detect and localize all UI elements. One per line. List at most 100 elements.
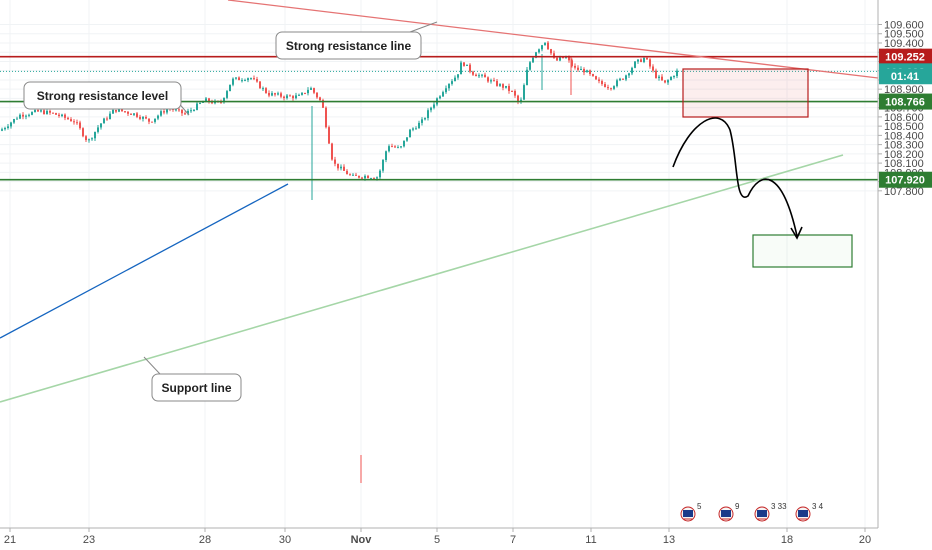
projected-path-arrowhead — [790, 226, 803, 240]
candle-body — [472, 71, 474, 75]
candle-body — [157, 115, 159, 119]
x-tick-label: 5 — [434, 534, 440, 546]
candle-body — [619, 78, 621, 81]
candle-body — [181, 109, 183, 114]
candle-body — [607, 87, 609, 89]
candle-body — [388, 146, 390, 152]
event-marker[interactable]: 3 4 — [795, 502, 824, 522]
candle-body — [88, 139, 90, 141]
candle-body — [670, 76, 672, 81]
y-tick-label: 107.800 — [884, 186, 924, 198]
candle-body — [412, 128, 414, 130]
candle-body — [403, 140, 405, 147]
candle-body — [457, 74, 459, 78]
candle-body — [19, 114, 21, 119]
candle-body — [22, 114, 24, 117]
candle-body — [235, 77, 237, 79]
candle-body — [415, 128, 417, 130]
candle-body — [46, 110, 48, 115]
candle-body — [316, 92, 318, 98]
candle-body — [274, 93, 276, 95]
candle-body — [28, 114, 30, 116]
candle-body — [382, 159, 384, 171]
resistance-target-box[interactable] — [682, 68, 809, 118]
price-badge-label: 108.766 — [885, 97, 925, 109]
candle-body — [580, 69, 582, 71]
candle-body — [529, 62, 531, 70]
candle-body — [397, 147, 399, 149]
candle-body — [520, 99, 522, 102]
candle-body — [142, 116, 144, 119]
candle-body — [136, 113, 138, 117]
candle-body — [340, 166, 342, 169]
candle-body — [358, 175, 360, 178]
candle-body — [322, 100, 324, 108]
candle-body — [253, 78, 255, 80]
candle-body — [514, 90, 516, 96]
candle-body — [112, 109, 114, 114]
event-count: 3 33 — [771, 502, 787, 511]
candle-body — [370, 178, 372, 180]
event-marker[interactable]: 9 — [718, 502, 740, 522]
candle-body — [565, 57, 567, 59]
candle-body — [31, 112, 33, 115]
candle-body — [55, 113, 57, 115]
candle-body — [652, 66, 654, 71]
candle-body — [349, 174, 351, 176]
annotation-callouts[interactable]: Strong resistance line Strong resistance … — [23, 21, 438, 402]
candle-body — [532, 57, 534, 63]
candle-body — [178, 109, 180, 111]
y-tick-label: 108.100 — [884, 158, 924, 170]
candle-body — [361, 177, 363, 179]
candle-body — [262, 88, 264, 90]
x-tick-label: 21 — [4, 534, 16, 546]
annotation-callout[interactable]: Strong resistance level — [23, 81, 190, 116]
candle-body — [553, 53, 555, 58]
candle-body — [286, 95, 288, 99]
candle-body — [205, 98, 207, 102]
support-target-box[interactable] — [752, 234, 853, 268]
candle-body — [229, 84, 231, 92]
price-badge-label: 01:41 — [891, 71, 919, 83]
candle-body — [664, 80, 666, 83]
candle-body — [283, 96, 285, 99]
candle-body — [160, 111, 162, 116]
candle-body — [7, 126, 9, 129]
event-count: 9 — [735, 502, 740, 511]
event-count: 5 — [697, 502, 702, 511]
candle-body — [487, 77, 489, 82]
candle-body — [469, 64, 471, 72]
x-tick-label: 11 — [585, 534, 596, 546]
candle-body — [199, 102, 201, 104]
candle-body — [313, 88, 315, 93]
candle-body — [445, 88, 447, 93]
candle-body — [595, 76, 597, 80]
candle-body — [154, 118, 156, 122]
candle-body — [334, 159, 336, 164]
annotation-callout[interactable]: Support line — [143, 356, 242, 402]
candle-body — [490, 80, 492, 82]
candle-body — [292, 96, 294, 99]
candle-body — [376, 177, 378, 179]
candle-body — [43, 110, 45, 115]
price-badge-label: 107.920 — [885, 175, 925, 187]
candle-body — [277, 93, 279, 95]
candle-body — [73, 121, 75, 123]
callout-box — [23, 81, 182, 110]
candle-body — [25, 115, 27, 117]
economic-event-markers[interactable]: 5 9 3 33 3 4 — [680, 502, 824, 522]
candle-body — [559, 57, 561, 61]
candle-body — [355, 174, 357, 176]
event-marker[interactable]: 5 — [680, 502, 702, 522]
x-axis[interactable]: 21 23 28 30 Nov 5 7 11 13 18 20 — [0, 527, 878, 546]
candle-body — [538, 49, 540, 53]
candle-body — [598, 79, 600, 82]
flag-icon-canton — [683, 510, 693, 517]
annotation-callout[interactable]: Strong resistance line — [275, 21, 438, 60]
event-marker[interactable]: 3 33 — [754, 502, 787, 522]
candle-body — [556, 57, 558, 61]
candle-body — [82, 128, 84, 137]
candle-body — [568, 57, 570, 61]
